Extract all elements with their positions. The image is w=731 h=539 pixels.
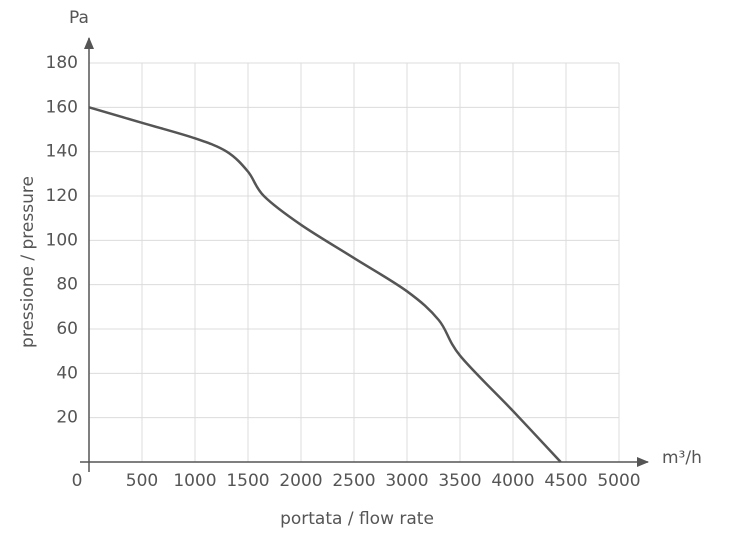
y-tick-label: 180 bbox=[46, 53, 78, 73]
y-tick-label: 100 bbox=[46, 230, 78, 250]
y-tick-label: 140 bbox=[46, 142, 78, 162]
y-unit-label: Pa bbox=[69, 8, 89, 28]
x-tick-label: 3500 bbox=[438, 471, 481, 491]
x-tick-label: 4000 bbox=[491, 471, 534, 491]
x-tick-label: 500 bbox=[126, 471, 158, 491]
x-tick-label: 1000 bbox=[173, 471, 216, 491]
y-axis-label: pressione / pressure bbox=[18, 176, 38, 348]
y-tick-label: 160 bbox=[46, 97, 78, 117]
y-tick-label: 40 bbox=[56, 363, 78, 383]
x-tick-label: 0 bbox=[72, 471, 83, 491]
y-tick-label: 60 bbox=[56, 319, 78, 339]
curve bbox=[88, 106, 562, 463]
x-tick-label: 5000 bbox=[597, 471, 640, 491]
x-axis-label: portata / flow rate bbox=[280, 509, 434, 529]
y-tick-label: 20 bbox=[56, 408, 78, 428]
x-tick-label: 2500 bbox=[332, 471, 375, 491]
x-tick-label: 1500 bbox=[226, 471, 269, 491]
x-tick-label: 4500 bbox=[544, 471, 587, 491]
x-unit-label: m³/h bbox=[662, 448, 702, 468]
y-tick-label: 120 bbox=[46, 186, 78, 206]
x-tick-label: 2000 bbox=[279, 471, 322, 491]
y-tick-label: 80 bbox=[56, 275, 78, 295]
x-tick-label: 3000 bbox=[385, 471, 428, 491]
